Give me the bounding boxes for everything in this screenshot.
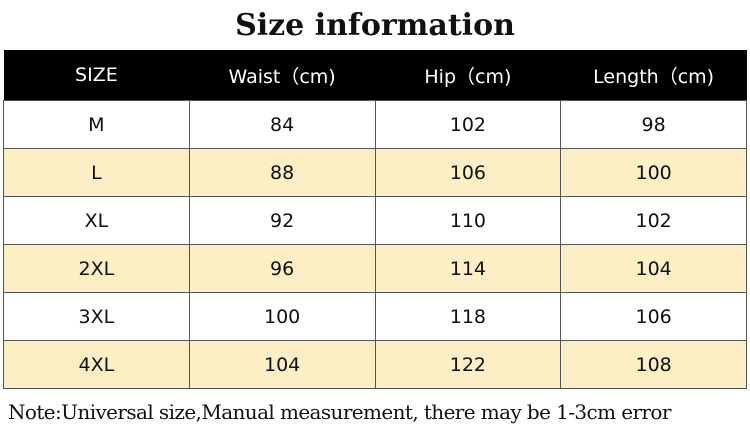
cell-waist: 96: [188, 244, 376, 293]
cell-hip: 118: [374, 292, 562, 341]
cell-length: 100: [560, 148, 747, 197]
table-row: 3XL 100 118 106: [3, 292, 747, 341]
cell-hip: 106: [374, 148, 562, 197]
cell-waist: 84: [188, 100, 376, 149]
cell-hip: 110: [374, 196, 562, 245]
cell-waist: 100: [188, 292, 376, 341]
cell-length: 108: [560, 340, 747, 389]
note-text: Note:Universal size,Manual measurement, …: [8, 400, 671, 424]
table-row: XL 92 110 102: [3, 196, 747, 245]
page-title: Size information: [235, 8, 515, 43]
cell-size: 4XL: [3, 340, 190, 389]
cell-size: 3XL: [3, 292, 190, 341]
size-table: SIZE Waist（cm) Hip（cm) Length（cm) M 84 102…: [3, 50, 747, 389]
cell-size: M: [3, 100, 190, 149]
header-size: SIZE: [3, 50, 190, 101]
header-waist: Waist（cm): [189, 50, 375, 101]
cell-length: 106: [560, 292, 747, 341]
cell-waist: 104: [188, 340, 376, 389]
cell-length: 104: [560, 244, 747, 293]
header-hip: Hip（cm): [375, 50, 561, 101]
cell-size: XL: [3, 196, 190, 245]
cell-hip: 114: [374, 244, 562, 293]
cell-size: L: [3, 148, 190, 197]
table-row: L 88 106 100: [3, 148, 747, 197]
table-row: M 84 102 98: [3, 100, 747, 149]
cell-hip: 102: [374, 100, 562, 149]
cell-waist: 92: [188, 196, 376, 245]
cell-hip: 122: [374, 340, 562, 389]
table-header-row: SIZE Waist（cm) Hip（cm) Length（cm): [3, 50, 747, 101]
header-length: Length（cm): [560, 50, 747, 101]
table-row: 2XL 96 114 104: [3, 244, 747, 293]
cell-length: 102: [560, 196, 747, 245]
cell-size: 2XL: [3, 244, 190, 293]
cell-length: 98: [560, 100, 747, 149]
cell-waist: 88: [188, 148, 376, 197]
table-row: 4XL 104 122 108: [3, 340, 747, 389]
